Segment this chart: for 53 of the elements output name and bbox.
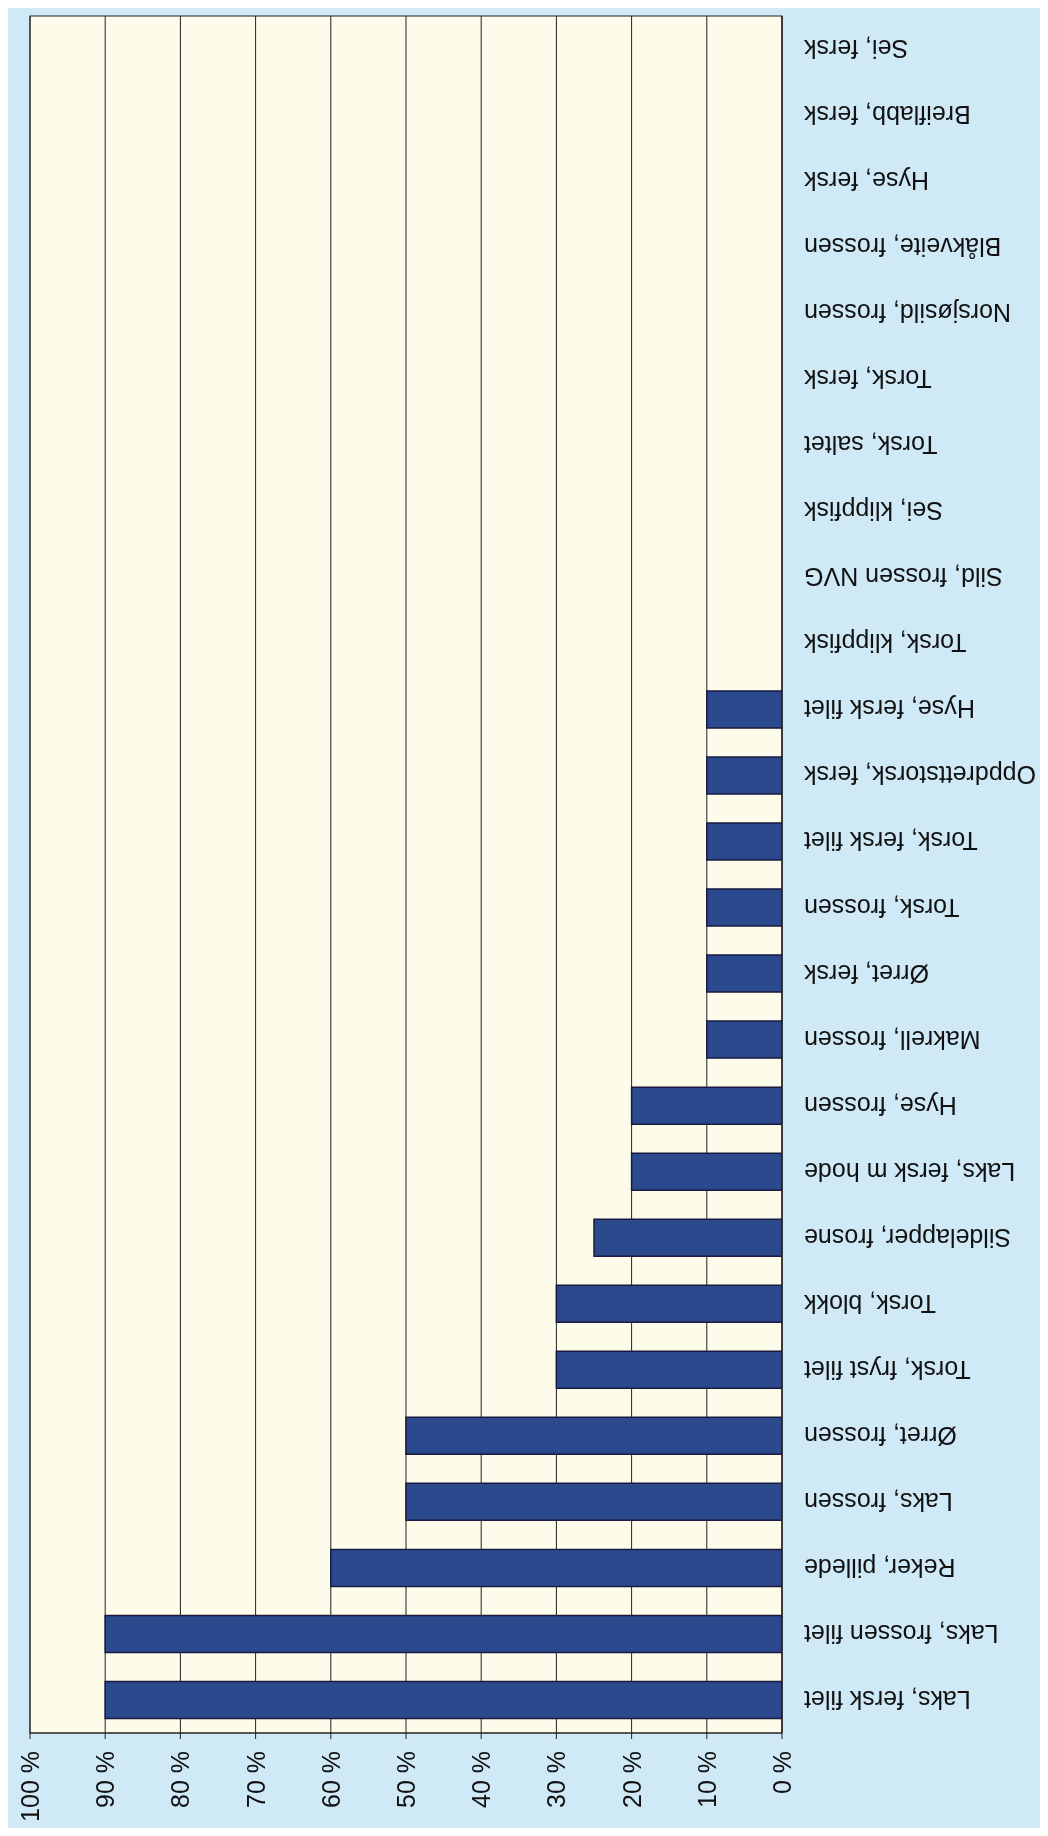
y-tick-label: Sei, klippfisk — [803, 497, 943, 526]
y-tick-label: Torsk, fersk filet — [803, 827, 978, 856]
bar — [555, 1350, 782, 1390]
y-tick-label: Blåkveite, frossen — [804, 233, 1002, 262]
x-tick-label: 100 % — [16, 1751, 44, 1822]
y-tick-label: Sild, frossen NVG — [804, 563, 1003, 592]
x-tick-label: 60 % — [316, 1751, 345, 1808]
x-tick-label: 0 % — [768, 1751, 796, 1795]
x-tick-label: 30 % — [542, 1751, 571, 1808]
y-tick-label: Ørret, frossen — [804, 1421, 957, 1450]
y-tick-label: Torsk, frossen — [804, 893, 960, 922]
bar — [630, 1152, 782, 1191]
bar — [630, 1086, 782, 1125]
bar — [706, 1020, 782, 1059]
bar — [405, 1482, 782, 1522]
bar — [593, 1218, 782, 1257]
bar — [330, 1548, 782, 1588]
y-tick-label: Laks, frossen — [804, 1487, 953, 1516]
y-tick-label: Hyse, fersk filet — [803, 695, 975, 724]
bar — [706, 954, 782, 993]
y-tick-label: Oppdrettstorsk, fersk — [803, 761, 1037, 790]
x-tick-label: 50 % — [392, 1751, 420, 1808]
bar — [706, 888, 782, 927]
y-tick-label: Sildelapper, frosne — [804, 1223, 1012, 1252]
x-tick-label: 10 % — [692, 1751, 721, 1808]
y-tick-label: Torsk, fryst filet — [803, 1355, 971, 1384]
y-tick-label: Reker, pillede — [804, 1553, 956, 1582]
y-tick-label: Hyse, fersk — [803, 167, 930, 196]
bar — [104, 1680, 782, 1720]
x-tick-label: 90 % — [91, 1751, 120, 1808]
y-tick-label: Breiflabb, fersk — [803, 101, 971, 130]
y-tick-label: Sei, fersk — [803, 35, 909, 64]
bar — [706, 756, 782, 795]
y-tick-label: Ørret, fersk — [803, 959, 930, 988]
y-tick-label: Laks, fersk filet — [803, 1685, 971, 1714]
bar — [706, 822, 782, 861]
y-tick-label: Torsk, saltet — [803, 431, 938, 460]
y-tick-label: Norsjøsild, frossen — [804, 299, 1011, 328]
y-tick-label: Makrell, frossen — [804, 1025, 981, 1054]
y-tick-label: Torsk, fersk — [803, 365, 932, 394]
x-tick-label: 70 % — [241, 1751, 270, 1808]
bar — [555, 1284, 782, 1324]
y-tick-label: Hyse, frossen — [804, 1091, 957, 1120]
bar — [104, 1614, 782, 1654]
bar — [405, 1416, 782, 1456]
bar — [706, 690, 782, 729]
y-tick-label: Torsk, blokk — [803, 1289, 936, 1318]
x-tick-label: 20 % — [617, 1751, 646, 1808]
y-tick-label: Torsk, klippfisk — [803, 629, 967, 658]
y-tick-label: Laks, fersk m hode — [804, 1157, 1016, 1186]
x-tick-label: 80 % — [166, 1751, 195, 1808]
x-tick-label: 40 % — [467, 1751, 496, 1808]
y-tick-label: Laks, frossen filet — [803, 1619, 999, 1648]
